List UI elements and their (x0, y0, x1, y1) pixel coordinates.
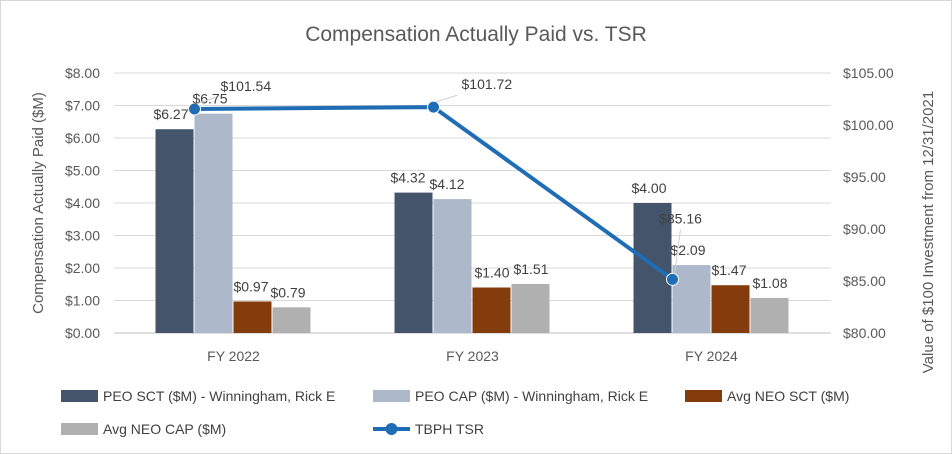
bar-data-label: $0.79 (270, 284, 305, 300)
y-right-tick-label: $100.00 (843, 117, 894, 133)
legend-swatch (373, 390, 410, 402)
legend-label: Avg NEO SCT ($M) (727, 388, 849, 404)
bar (394, 192, 433, 333)
bar (272, 307, 311, 333)
y-right-tick-label: $95.00 (843, 169, 886, 185)
legend-marker (385, 423, 398, 435)
y-left-tick-label: $8.00 (65, 65, 100, 81)
tsr-point (427, 100, 440, 114)
y-left-tick-label: $1.00 (65, 293, 100, 309)
bar-data-label: $6.27 (153, 106, 188, 122)
y-left-tick-label: $0.00 (65, 325, 100, 341)
bar-data-label: $1.47 (711, 262, 746, 278)
y-left-tick-label: $5.00 (65, 163, 100, 179)
legend-swatch (61, 423, 98, 435)
tsr-data-label: $85.16 (659, 210, 702, 226)
y-left-tick-label: $4.00 (65, 195, 100, 211)
y-left-tick-label: $3.00 (65, 228, 100, 244)
tsr-point (666, 272, 679, 286)
bar-data-label: $4.32 (390, 170, 425, 186)
chart-title: Compensation Actually Paid vs. TSR (305, 23, 647, 46)
legend-label: TBPH TSR (415, 421, 484, 437)
bar (472, 287, 511, 333)
axis-ticks: $0.00 $1.00 $2.00 $3.00 $4.00 $5.00 $6.00 $7.00… (65, 65, 894, 364)
legend-label: PEO CAP ($M) - Winningham, Rick E (415, 388, 648, 404)
bar (672, 265, 711, 333)
bar (511, 283, 550, 333)
y-axis-left-title: Compensation Actually Paid ($M) (30, 92, 47, 314)
x-tick-label: FY 2024 (685, 348, 738, 364)
bar (433, 199, 472, 333)
y-right-tick-label: $90.00 (843, 221, 886, 237)
tsr-point (188, 102, 201, 116)
tsr-line-group (188, 100, 679, 286)
bar-data-label: $1.08 (752, 275, 787, 291)
legend-swatch (61, 390, 98, 402)
legend-label: Avg NEO CAP ($M) (103, 421, 226, 437)
bar (155, 129, 194, 333)
y-axis-right-title: Value of $100 Investment from 12/31/2021 (920, 91, 937, 373)
bar (194, 113, 233, 333)
bar-data-label: $2.09 (670, 242, 705, 258)
legend-swatch (685, 390, 722, 402)
bar (750, 297, 789, 333)
legend: PEO SCT ($M) - Winningham, Rick E PEO CAP… (61, 388, 849, 437)
tsr-leader-line (435, 94, 458, 103)
x-tick-label: FY 2022 (207, 348, 260, 364)
tsr-leader-line (674, 229, 681, 275)
bar (233, 301, 272, 333)
y-left-tick-label: $6.00 (65, 130, 100, 146)
y-left-tick-label: $7.00 (65, 98, 100, 114)
x-tick-label: FY 2023 (446, 348, 499, 364)
bar-data-label: $0.97 (233, 278, 268, 294)
y-left-tick-label: $2.00 (65, 260, 100, 276)
tsr-data-label: $101.72 (462, 76, 513, 92)
bar-data-label: $4.00 (631, 180, 666, 196)
bar (711, 285, 750, 333)
y-right-tick-label: $80.00 (843, 325, 886, 341)
data-labels: $6.27$4.32$4.00$6.75$4.12$2.09$0.97$1.40… (153, 76, 787, 300)
bar-series-group (155, 113, 789, 333)
bar (633, 203, 672, 333)
y-right-tick-label: $105.00 (843, 65, 894, 81)
y-right-tick-label: $85.00 (843, 273, 886, 289)
bar-data-label: $4.12 (429, 176, 464, 192)
bar-data-label: $1.40 (474, 265, 509, 281)
legend-label: PEO SCT ($M) - Winningham, Rick E (103, 388, 335, 404)
tsr-leader-line (196, 96, 217, 105)
bar-data-label: $1.51 (513, 261, 548, 277)
tsr-data-label: $101.54 (221, 78, 272, 94)
